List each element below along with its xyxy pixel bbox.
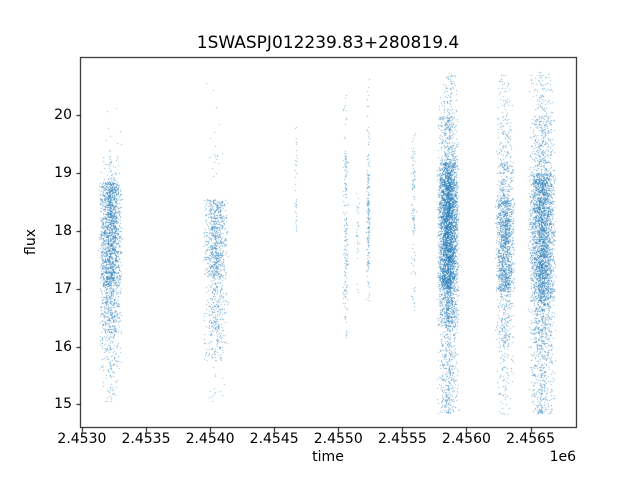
x-tick-label-2.4565: 2.4565 — [506, 431, 555, 447]
x-tick-label-2.4550: 2.4550 — [313, 431, 363, 447]
y-tick-label-20: 20 — [54, 107, 72, 124]
y-tick-label-17: 17 — [54, 280, 72, 297]
x-axis-offset-label: 1e6 — [549, 449, 576, 465]
x-axis-label: time — [312, 449, 344, 465]
x-tick-label-2.4530: 2.4530 — [57, 431, 107, 447]
x-tick-label-2.4535: 2.4535 — [121, 431, 171, 447]
y-tick-label-18: 18 — [54, 222, 72, 239]
x-tick-label-2.4555: 2.4555 — [377, 431, 427, 447]
x-tick-label-2.4545: 2.4545 — [249, 431, 299, 447]
y-tick-label-16: 16 — [54, 338, 72, 355]
y-tick-label-19: 19 — [54, 165, 72, 182]
chart-title: 1SWASPJ012239.83+280819.4 — [196, 33, 460, 53]
y-tick-label-15: 15 — [54, 396, 72, 413]
x-tick-label-2.4540: 2.4540 — [185, 431, 235, 447]
x-tick-label-2.4560: 2.4560 — [441, 431, 491, 447]
